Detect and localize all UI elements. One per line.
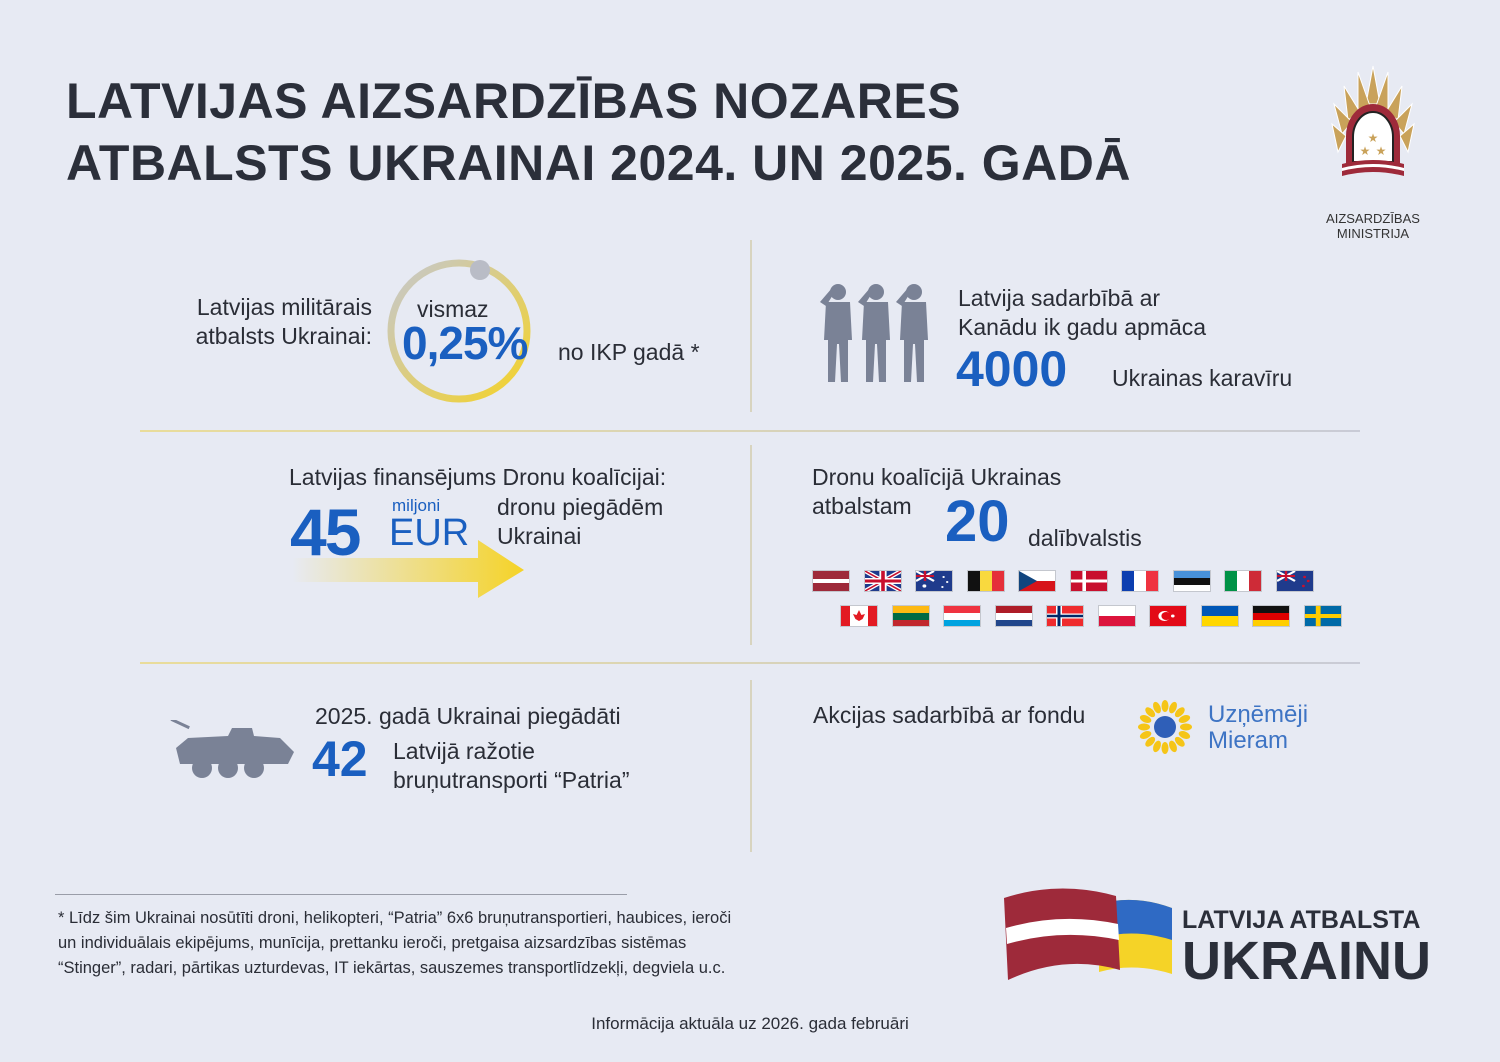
- divider: [140, 662, 1360, 664]
- gdp-label-line-1: Latvijas militārais: [196, 294, 372, 320]
- fund-label: Akcijas sadarbībā ar fondu: [813, 702, 1086, 728]
- footnote-line-1: * Līdz šim Ukrainai nosūtīti droni, heli…: [58, 909, 732, 927]
- arrow-icon: [292, 540, 524, 598]
- flag-poland-icon: [1097, 605, 1136, 627]
- patria-heading: 2025. gadā Ukrainai piegādāti: [315, 703, 621, 729]
- flag-ukraine-icon: [1200, 605, 1239, 627]
- divider: [750, 445, 752, 645]
- flag-latvia-icon: [812, 570, 850, 592]
- ministry-logo: ★ ★ ★ AIZSARDZĪBAS MINISTRIJA: [1318, 64, 1428, 241]
- coalition-line-1: Dronu koalīcijā Ukrainas: [812, 464, 1062, 490]
- coalition-line-2: atbalstam: [812, 493, 912, 519]
- flag-denmark-icon: [1069, 570, 1108, 592]
- divider: [140, 430, 1360, 432]
- svg-text:★: ★: [1368, 131, 1379, 145]
- ministry-emblem-icon: ★ ★ ★: [1331, 65, 1415, 176]
- sun-logo-icon: [1138, 700, 1192, 754]
- funding-unit: EUR: [389, 512, 470, 554]
- svg-text:★: ★: [1376, 144, 1387, 158]
- training-text: Latvija sadarbībā ar Kanādu ik gadu apmā…: [958, 284, 1206, 342]
- funding-desc: dronu piegādēm Ukrainai: [497, 493, 663, 551]
- gdp-label: Latvijas militārais atbalsts Ukrainai:: [180, 293, 372, 351]
- funding-desc-line-1: dronu piegādēm: [497, 494, 664, 520]
- ministry-name-line-2: MINISTRIJA: [1336, 226, 1410, 241]
- footnote-line-2: un individuālais ekipējums, munīcija, pr…: [58, 934, 687, 952]
- brand-text: LATVIJA ATBALSTA UKRAINU: [1182, 906, 1431, 988]
- patria-value: 42: [312, 731, 368, 787]
- footnote: * Līdz šim Ukrainai nosūtīti droni, heli…: [58, 906, 731, 981]
- funding-heading: Latvijas finansējums Dronu koalīcijai:: [289, 464, 667, 490]
- gdp-prefix: vismaz: [417, 296, 489, 322]
- ministry-name: AIZSARDZĪBAS MINISTRIJA: [1318, 211, 1428, 241]
- funding-unit-small: miljoni: [392, 496, 441, 515]
- funding-desc-line-2: Ukrainai: [497, 523, 582, 549]
- training-line-2: Kanādu ik gadu apmāca: [958, 314, 1207, 340]
- svg-text:★: ★: [1360, 144, 1371, 158]
- fund-name-line-2: Mieram: [1208, 727, 1289, 754]
- divider: [750, 240, 752, 412]
- gdp-label-line-2: atbalsts Ukrainai:: [195, 323, 372, 349]
- training-value: 4000: [956, 341, 1068, 397]
- gdp-value: 0,25%: [402, 317, 528, 369]
- flag-lithuania-icon: [891, 605, 930, 627]
- brand-line-2: UKRAINU: [1182, 931, 1431, 991]
- patria-desc-line-2: bruņutransporti “Patria”: [393, 767, 630, 793]
- flag-czechia-icon: [1018, 570, 1056, 592]
- flag-france-icon: [1121, 570, 1159, 592]
- flag-australia-icon: [915, 570, 953, 592]
- saluting-soldiers-icon: [820, 284, 928, 382]
- divider: [750, 680, 752, 852]
- brand-line-1: LATVIJA ATBALSTA: [1182, 906, 1421, 934]
- title-line-2: ATBALSTS UKRAINAI 2024. UN 2025. GADĀ: [66, 135, 1132, 191]
- updated-note: Informācija aktuāla uz 2026. gada februā…: [591, 1014, 909, 1033]
- training-suffix: Ukrainas karavīru: [1112, 365, 1293, 391]
- flag-sweden-icon: [1303, 605, 1342, 627]
- ministry-name-line-1: AIZSARDZĪBAS: [1326, 211, 1420, 226]
- latvia-ukraine-flags-icon: [1004, 888, 1172, 980]
- flag-new-zealand-icon: [1275, 570, 1314, 592]
- training-line-1: Latvija sadarbībā ar: [958, 285, 1161, 311]
- fund-name: Uzņēmēji Mieram: [1208, 702, 1308, 754]
- title-line-1: LATVIJAS AIZSARDZĪBAS NOZARES: [66, 73, 962, 129]
- flag-italy-icon: [1224, 570, 1262, 592]
- coalition-suffix: dalībvalstis: [1028, 525, 1142, 551]
- flag-norway-icon: [1046, 605, 1084, 627]
- footnote-line-3: “Stinger”, radari, pārtikas uzturdevas, …: [58, 959, 726, 977]
- flag-netherlands-icon: [994, 605, 1033, 627]
- flag-luxembourg-icon: [943, 605, 981, 627]
- armored-vehicle-icon: [170, 720, 294, 778]
- flag-germany-icon: [1252, 605, 1290, 627]
- coalition-text: Dronu koalīcijā Ukrainas atbalstam: [812, 463, 1061, 521]
- flag-turkey-icon: [1149, 605, 1187, 627]
- flag-belgium-icon: [966, 570, 1005, 592]
- flag-estonia-icon: [1172, 570, 1211, 592]
- patria-desc: Latvijā ražotie bruņutransporti “Patria”: [393, 737, 630, 795]
- gdp-suffix: no IKP gadā *: [558, 339, 700, 365]
- footnote-divider: [55, 894, 627, 895]
- fund-name-line-1: Uzņēmēji: [1208, 701, 1309, 728]
- flag-united-kingdom-icon: [863, 570, 902, 592]
- patria-desc-line-1: Latvijā ražotie: [393, 738, 535, 764]
- coalition-value: 20: [945, 489, 1010, 554]
- funding-value: 45: [290, 495, 361, 569]
- gdp-ring-icon: [387, 259, 531, 403]
- page-title: LATVIJAS AIZSARDZĪBAS NOZARES ATBALSTS U…: [66, 70, 1131, 194]
- flag-canada-icon: [840, 605, 878, 627]
